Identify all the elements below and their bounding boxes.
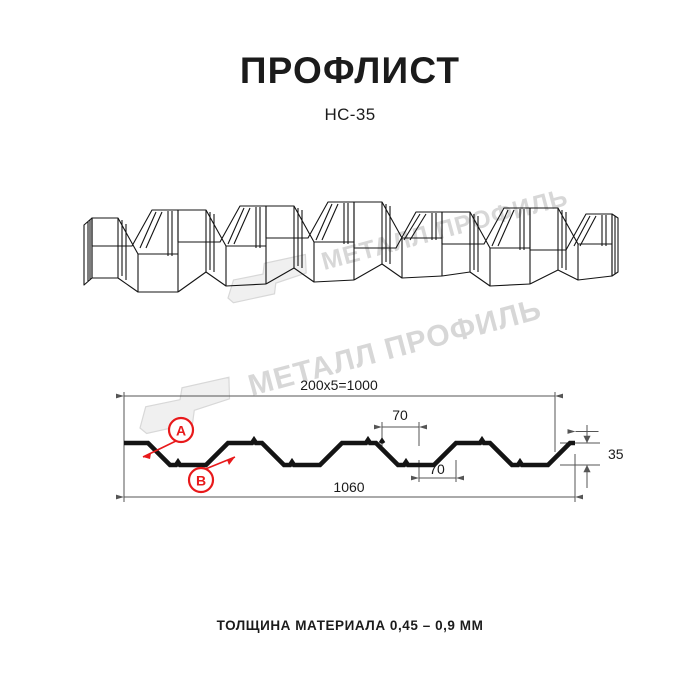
callout-a-circle[interactable] [167,416,195,444]
product-code: НС-35 [324,104,376,124]
dimension-height-label: 35 [608,446,624,462]
page-header: ПРОФЛИСТ НС-35 [0,50,700,125]
profile-polyline [124,435,575,468]
page-title: ПРОФЛИСТ [239,50,461,91]
iso-sheet-body [83,201,619,293]
watermark-text: МЕТАЛЛ ПРОФИЛЬ [318,183,571,276]
cross-section-view: МЕТАЛЛ ПРОФИЛЬ 200x5=1000 70 [0,293,700,520]
material-thickness-note: ТОЛЩИНА МАТЕРИАЛА 0,45 – 0,9 ММ [216,618,484,633]
dimension-top-flat-label: 70 [392,407,408,423]
profile-rib-notches [378,437,386,444]
perspective-view: МЕТАЛЛ ПРОФИЛЬ [0,180,700,330]
callout-a-label: A [176,423,186,439]
dimension-top-flat [374,422,427,446]
dimension-overall-width [116,444,583,502]
dimension-pitch-total-label: 200x5=1000 [300,377,378,393]
callout-a[interactable]: A [142,416,195,459]
callout-b-circle[interactable] [187,466,215,494]
dimension-overall-width-label: 1060 [333,479,364,495]
dimension-height [560,425,600,488]
callout-b[interactable]: B [187,456,236,494]
callout-b-label: B [196,473,206,489]
